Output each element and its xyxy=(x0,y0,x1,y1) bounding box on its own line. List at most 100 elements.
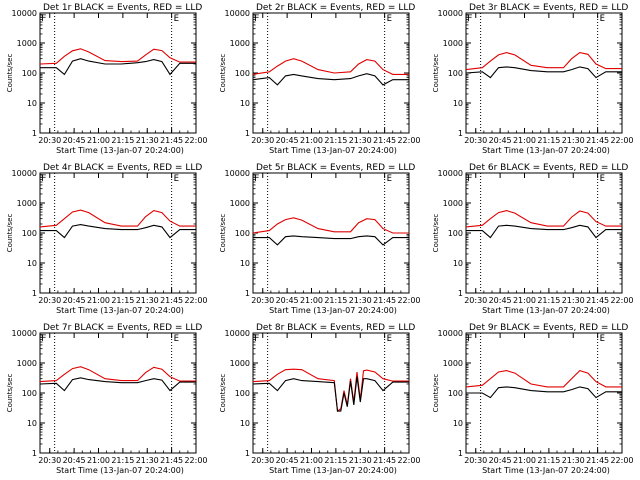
y-tick-label: 10000 xyxy=(225,9,250,18)
y-tick-label: 100 xyxy=(22,229,37,238)
marker-e: E xyxy=(387,334,392,344)
y-tick-label: 10 xyxy=(453,259,463,268)
series-line-black-events xyxy=(466,386,622,399)
x-tick-label: 20:45 xyxy=(489,456,512,465)
marker-f: F xyxy=(41,174,46,184)
y-tick-label: 100 xyxy=(448,229,463,238)
panel-title: Det 7r BLACK = Events, RED = LLD xyxy=(43,323,202,333)
y-tick-label: 1000 xyxy=(17,39,37,48)
x-tick-label: 22:00 xyxy=(184,296,207,305)
x-tick-label: 21:15 xyxy=(537,296,560,305)
marker-f: F xyxy=(254,174,259,184)
series-line-red-lld xyxy=(39,366,196,383)
x-tick-label: 21:45 xyxy=(373,456,396,465)
series-line-black-events xyxy=(252,73,409,86)
panel-4: Det 4r BLACK = Events, RED = LLD 1 10 100 10… xyxy=(6,163,208,315)
x-tick-label: 21:00 xyxy=(87,456,110,465)
x-tick-label: 20:45 xyxy=(276,136,299,145)
y-tick-label: 10 xyxy=(453,99,463,108)
x-tick-label: 20:30 xyxy=(251,136,274,145)
y-tick-label: 1000 xyxy=(443,39,463,48)
x-tick-label: 21:30 xyxy=(349,136,372,145)
x-tick-label: 20:30 xyxy=(38,136,61,145)
y-axis-label: Counts/sec xyxy=(219,54,227,93)
x-tick-label: 21:45 xyxy=(160,456,183,465)
x-tick-label: 21:15 xyxy=(537,136,560,145)
x-tick-label: 21:30 xyxy=(136,296,159,305)
x-tick-label: 21:30 xyxy=(349,296,372,305)
marker-f: F xyxy=(254,334,259,344)
plot-frame xyxy=(465,332,623,454)
series-line-red-lld xyxy=(465,210,622,228)
x-tick-label: 21:45 xyxy=(160,136,183,145)
x-tick-label: 21:00 xyxy=(87,296,110,305)
x-tick-label: 21:15 xyxy=(537,456,560,465)
x-axis-label: Start Time (13-Jan-07 20:24:00) xyxy=(56,306,184,315)
x-tick-label: 20:45 xyxy=(276,456,299,465)
marker-e: E xyxy=(174,334,179,344)
y-tick-label: 1000 xyxy=(230,39,250,48)
y-tick-label: 1 xyxy=(245,289,250,298)
marker-e: E xyxy=(174,14,179,24)
x-tick-label: 22:00 xyxy=(184,456,207,465)
panel-title: Det 4r BLACK = Events, RED = LLD xyxy=(43,163,202,173)
x-tick-label: 20:30 xyxy=(251,296,274,305)
x-tick-label: 21:00 xyxy=(300,296,323,305)
x-tick-label: 22:00 xyxy=(610,296,633,305)
x-tick-label: 21:15 xyxy=(324,296,347,305)
panel-title: Det 8r BLACK = Events, RED = LLD xyxy=(256,323,415,333)
y-axis-label: Counts/sec xyxy=(6,54,14,93)
x-axis-label: Start Time (13-Jan-07 20:24:00) xyxy=(482,306,610,315)
y-tick-label: 1000 xyxy=(230,359,250,368)
plot-frame xyxy=(252,172,410,294)
y-tick-label: 10 xyxy=(240,99,250,108)
y-tick-label: 1000 xyxy=(443,199,463,208)
series-line-red-lld xyxy=(465,369,622,388)
series-line-red-lld xyxy=(465,52,622,71)
x-tick-label: 20:45 xyxy=(489,136,512,145)
plot-frame xyxy=(39,332,197,454)
x-axis-label: Start Time (13-Jan-07 20:24:00) xyxy=(269,146,397,155)
series-line-black-events xyxy=(40,58,196,76)
x-tick-label: 20:45 xyxy=(489,296,512,305)
panel-5: Det 5r BLACK = Events, RED = LLD 1 10 100 10… xyxy=(219,163,421,315)
y-axis-label: Counts/sec xyxy=(432,374,440,413)
y-tick-label: 10000 xyxy=(438,9,463,18)
panel-title: Det 6r BLACK = Events, RED = LLD xyxy=(469,163,628,173)
y-axis-label: Counts/sec xyxy=(432,214,440,253)
series-line-black-events xyxy=(40,224,196,239)
y-axis-label: Counts/sec xyxy=(6,214,14,253)
y-axis-label: Counts/sec xyxy=(6,374,14,413)
x-tick-label: 22:00 xyxy=(397,296,420,305)
x-tick-label: 21:00 xyxy=(87,136,110,145)
x-tick-label: 21:45 xyxy=(373,136,396,145)
x-tick-label: 20:45 xyxy=(63,456,86,465)
y-tick-label: 1 xyxy=(458,449,463,458)
x-tick-label: 21:45 xyxy=(373,296,396,305)
panel-9: Det 9r BLACK = Events, RED = LLD 1 10 100 10… xyxy=(432,323,634,475)
x-tick-label: 21:00 xyxy=(513,456,536,465)
panel-2: Det 2r BLACK = Events, RED = LLD 1 10 100 10… xyxy=(219,3,421,155)
y-tick-label: 10000 xyxy=(225,169,250,178)
marker-e: E xyxy=(174,174,179,184)
x-tick-label: 21:15 xyxy=(111,456,134,465)
y-tick-label: 1 xyxy=(245,449,250,458)
marker-e: E xyxy=(600,334,605,344)
x-tick-label: 20:30 xyxy=(251,456,274,465)
x-tick-label: 21:45 xyxy=(586,136,609,145)
y-tick-label: 1000 xyxy=(17,199,37,208)
y-tick-label: 1 xyxy=(32,129,37,138)
marker-e: E xyxy=(600,14,605,24)
x-tick-label: 20:45 xyxy=(63,296,86,305)
x-tick-label: 21:15 xyxy=(324,136,347,145)
series-line-red-lld xyxy=(39,48,196,65)
panel-title: Det 2r BLACK = Events, RED = LLD xyxy=(256,3,415,13)
y-tick-label: 10000 xyxy=(438,329,463,338)
x-tick-label: 21:30 xyxy=(562,456,585,465)
x-tick-label: 22:00 xyxy=(184,136,207,145)
x-tick-label: 20:30 xyxy=(38,456,61,465)
x-tick-label: 21:45 xyxy=(586,456,609,465)
x-tick-label: 20:30 xyxy=(464,296,487,305)
y-tick-label: 10000 xyxy=(438,169,463,178)
